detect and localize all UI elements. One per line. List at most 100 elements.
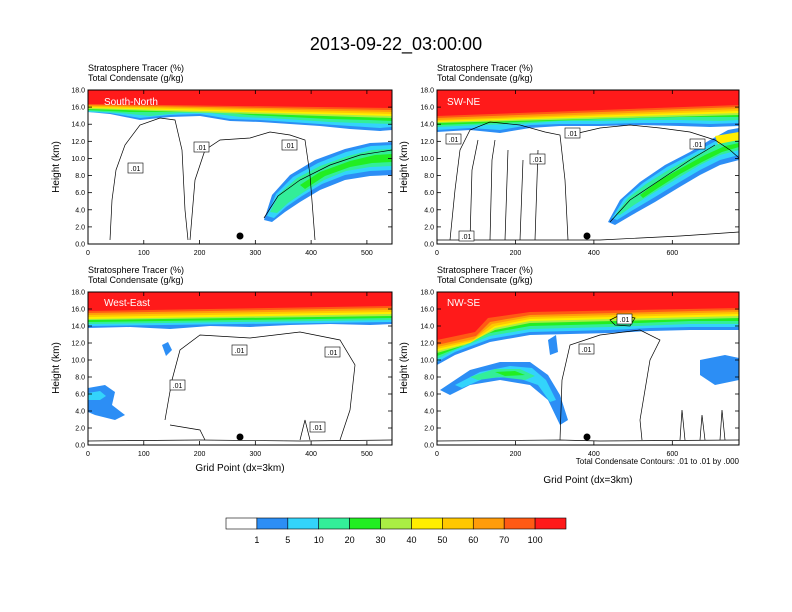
y-tick-label: 2.0 (424, 224, 434, 231)
y-tick-label: 0.0 (424, 443, 434, 450)
contour-label: .01 (324, 346, 341, 358)
x-tick-label: 300 (249, 250, 261, 257)
y-tick-label: 6.0 (75, 392, 85, 399)
y-tick-label: 14.0 (71, 122, 85, 129)
panel-subtitle-1: Stratosphere Tracer (%) (88, 265, 184, 275)
y-tick-label: 16.0 (71, 105, 85, 112)
tracer-tongue-20 (640, 143, 739, 198)
tracer-tongue-30 (715, 132, 739, 144)
condensate-contour (679, 409, 726, 441)
y-tick-label: 4.0 (424, 207, 434, 214)
tracer-band-100 (437, 292, 739, 340)
footnote: Total Condensate Contours: .01 to .01 by… (576, 457, 740, 466)
marker-dot (236, 232, 244, 240)
plot-frame (87, 89, 393, 245)
x-tick-label: 400 (588, 250, 600, 257)
panel-west-east: Stratosphere Tracer (%) Total Condensate… (51, 265, 393, 474)
colorbar-tick-label: 5 (285, 535, 290, 545)
panel-subtitle-1: Stratosphere Tracer (%) (88, 63, 184, 73)
tracer-patch-1 (700, 355, 739, 385)
plot-frame (87, 291, 393, 446)
y-tick-label: 2.0 (75, 224, 85, 231)
condensate-contour (437, 439, 739, 442)
panel-label: South-North (104, 97, 158, 108)
panel-nw-se: Stratosphere Tracer (%) Total Condensate… (399, 265, 740, 486)
x-tick-label: 300 (249, 451, 261, 458)
contour-label: .01 (281, 139, 298, 151)
x-tick-label: 0 (86, 250, 90, 257)
x-axis: 0 200 400 600 (435, 90, 678, 257)
plot-frame (436, 291, 740, 446)
y-tick-label: 8.0 (75, 375, 85, 382)
y-tick-label: 4.0 (424, 409, 434, 416)
x-tick-label: 0 (86, 451, 90, 458)
figure-title: 2013-09-22_03:00:00 (310, 34, 482, 55)
y-tick-label: 4.0 (75, 207, 85, 214)
y-tick-label: 18.0 (420, 88, 434, 95)
y-tick-label: 10.0 (71, 358, 85, 365)
y-axis-label: Height (km) (51, 141, 62, 193)
svg-text:.01: .01 (449, 137, 459, 144)
y-axis: 0.0 2.0 4.0 6.0 8.0 10.0 12.0 14.0 16.0 18.0 (71, 290, 392, 450)
colorbar-tick-label: 100 (528, 535, 543, 545)
y-axis-label: Height (km) (51, 342, 62, 394)
colorbar-tick-label: 20 (345, 535, 355, 545)
x-tick-label: 200 (194, 451, 206, 458)
svg-text:.01: .01 (131, 166, 141, 173)
x-tick-label: 500 (361, 451, 373, 458)
svg-text:.01: .01 (197, 145, 207, 152)
y-tick-label: 10.0 (71, 156, 85, 163)
panel-subtitle-2: Total Condensate (g/kg) (437, 73, 533, 83)
x-tick-label: 400 (305, 451, 317, 458)
colorbar-swatch (287, 517, 320, 530)
y-tick-label: 10.0 (420, 358, 434, 365)
x-tick-label: 400 (588, 451, 600, 458)
condensate-contour (109, 117, 189, 241)
y-tick-label: 16.0 (420, 105, 434, 112)
x-axis-label: Grid Point (dx=3km) (543, 475, 632, 486)
condensate-contour (263, 149, 392, 219)
colorbar-tick-label: 10 (314, 535, 324, 545)
x-tick-label: 0 (435, 250, 439, 257)
colorbar-tick-label: 30 (376, 535, 386, 545)
svg-text:.01: .01 (462, 234, 472, 241)
colorbar-swatch (472, 517, 505, 530)
tracer-patch-1 (548, 335, 558, 355)
x-tick-label: 0 (435, 451, 439, 458)
marker-dot (236, 433, 244, 441)
condensate-contour (164, 331, 356, 441)
colorbar-tick-label: 50 (437, 535, 447, 545)
colorbar-tick-label: 60 (468, 535, 478, 545)
x-axis: 0 200 400 600 (435, 292, 678, 458)
condensate-contour (569, 124, 739, 159)
x-axis-label: Grid Point (dx=3km) (195, 463, 284, 474)
colorbar-swatch (256, 517, 289, 530)
y-tick-label: 0.0 (75, 242, 85, 249)
colorbar-swatch (380, 517, 412, 530)
contour-label: .01 (529, 153, 546, 165)
y-tick-label: 14.0 (71, 324, 85, 331)
panel-label: NW-SE (447, 298, 480, 309)
x-tick-label: 600 (666, 250, 678, 257)
contour-label: .01 (616, 313, 633, 325)
panel-subtitle-1: Stratosphere Tracer (%) (437, 265, 533, 275)
marker-dot (583, 433, 591, 441)
colorbar-swatch (318, 517, 350, 530)
svg-text:.01: .01 (568, 131, 578, 138)
panel-sw-ne: Stratosphere Tracer (%) Total Condensate… (399, 63, 740, 257)
svg-text:.01: .01 (620, 317, 630, 324)
y-tick-label: 8.0 (75, 173, 85, 180)
plot-frame (436, 89, 740, 245)
y-axis: 0.0 2.0 4.0 6.0 8.0 10.0 12.0 14.0 16.0 18.0 (71, 88, 392, 249)
y-tick-label: 6.0 (75, 190, 85, 197)
x-tick-label: 200 (510, 250, 522, 257)
y-axis: 0.0 2.0 4.0 6.0 8.0 10.0 12.0 14.0 16.0 18.0 (420, 290, 739, 450)
y-tick-label: 8.0 (424, 173, 434, 180)
panel-subtitle-2: Total Condensate (g/kg) (88, 275, 184, 285)
colorbar-tick-label: 1 (254, 535, 259, 545)
contour-label: .01 (231, 344, 248, 356)
panel-subtitle-2: Total Condensate (g/kg) (88, 73, 184, 83)
panel-subtitle-1: Stratosphere Tracer (%) (437, 63, 533, 73)
y-tick-label: 2.0 (424, 426, 434, 433)
